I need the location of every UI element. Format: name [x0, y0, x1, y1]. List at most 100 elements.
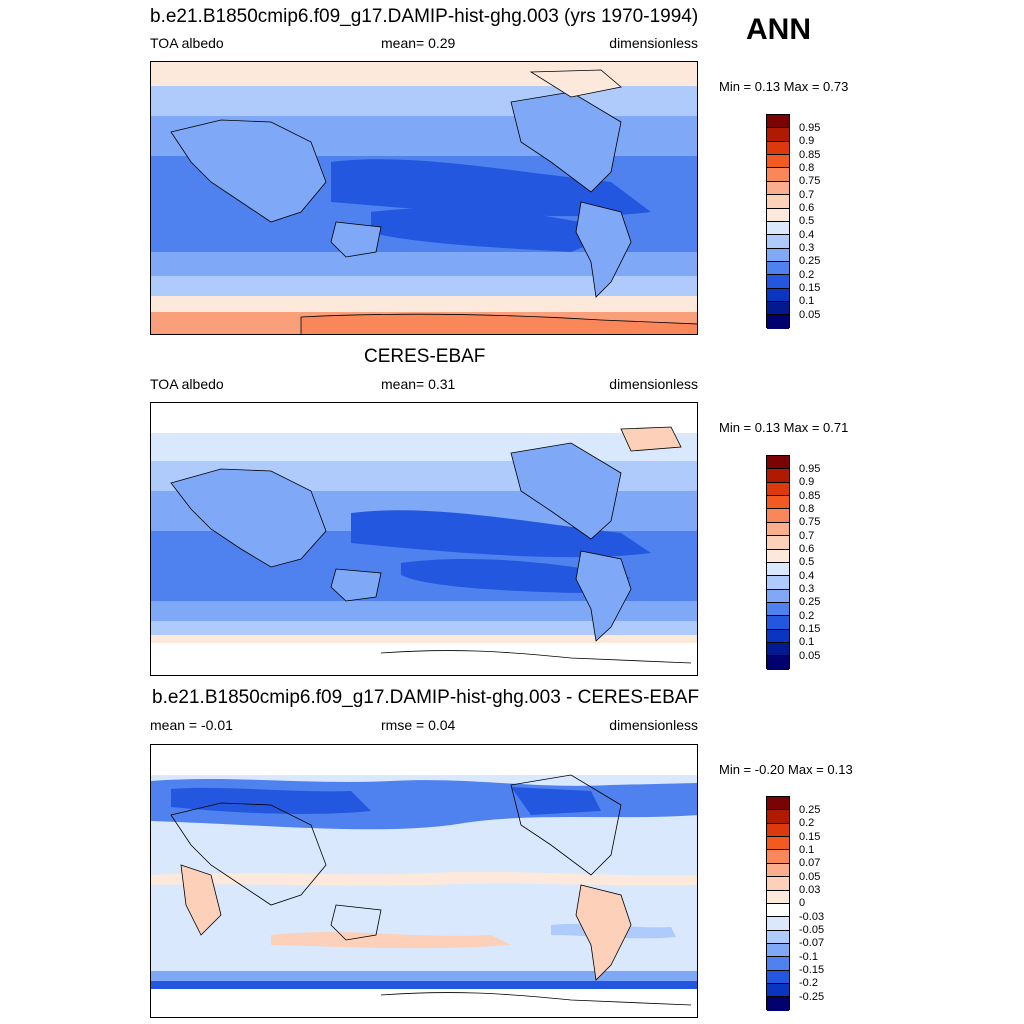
panel-1-title: b.e21.B1850cmip6.f09_g17.DAMIP-hist-ghg.…	[150, 6, 699, 27]
panel-2-colorbar-label: 0.2	[799, 610, 815, 622]
panel-1-colorbar-label: 0.2	[799, 269, 815, 281]
panel-1-colorbar-label: 0.4	[799, 229, 815, 241]
panel-3-swatch	[767, 957, 789, 971]
panel-1-colorbar-label: 0.3	[799, 242, 815, 254]
panel-3-swatch	[767, 863, 789, 878]
panel-2-variable: TOA albedo	[150, 376, 224, 392]
panel-3-colorbar-label: -0.1	[799, 951, 818, 963]
panel-2-swatch	[767, 509, 789, 523]
panel-2-swatch	[767, 482, 789, 497]
panel-2-swatch	[767, 602, 789, 617]
panel-3-title: b.e21.B1850cmip6.f09_g17.DAMIP-hist-ghg.…	[152, 687, 700, 708]
panel-2-units: dimensionless	[609, 376, 698, 392]
panel-3-swatch	[767, 943, 789, 958]
panel-1-swatch	[767, 128, 789, 142]
panel-2-colorbar-label: 0.9	[799, 476, 815, 488]
season-label: ANN	[746, 13, 811, 46]
panel-2-swatch	[767, 589, 789, 603]
panel-2-colorbar-label: 0.15	[799, 623, 821, 635]
panel-3-colorbar-label: -0.03	[799, 911, 825, 923]
panel-3-swatch	[767, 970, 789, 985]
panel-2-swatch	[767, 522, 789, 537]
panel-2-swatch	[767, 469, 789, 483]
panel-2-minmax: Min = 0.13 Max = 0.71	[719, 420, 849, 435]
panel-2-colorbar-label: 0.7	[799, 530, 815, 542]
panel-1-swatch	[767, 195, 789, 209]
panel-1-swatch	[767, 115, 789, 129]
panel-1-swatch	[767, 288, 789, 303]
panel-3-colorbar-label: 0.05	[799, 871, 821, 883]
panel-3-colorbar-label: -0.05	[799, 924, 825, 936]
panel-1-swatch	[767, 221, 789, 236]
panel-2-colorbar-label: 0.95	[799, 463, 821, 475]
panel-2-swatch	[767, 496, 789, 510]
panel-1-colorbar-label: 0.95	[799, 122, 821, 134]
panel-3-swatch	[767, 930, 789, 944]
panel-1-swatch	[767, 302, 789, 316]
panel-3-colorbar-label: -0.2	[799, 977, 818, 989]
panel-3-colorbar-label: 0	[799, 897, 806, 909]
panel-2-map	[150, 402, 698, 676]
panel-3-swatch	[767, 890, 789, 904]
panel-2-colorbar-label: 0.05	[799, 650, 821, 662]
panel-3-colorbar	[766, 796, 790, 1011]
panel-1-swatch	[767, 261, 789, 276]
panel-3-swatch	[767, 837, 789, 851]
panel-1-swatch	[767, 141, 789, 156]
panel-1-swatch	[767, 248, 789, 262]
panel-2-swatch	[767, 549, 789, 563]
panel-1-swatch	[767, 275, 789, 289]
panel-2-colorbar-label: 0.25	[799, 596, 821, 608]
panel-3-swatch	[767, 984, 789, 998]
panel-2-swatch	[767, 562, 789, 577]
panel-1-colorbar-label: 0.05	[799, 309, 821, 321]
panel-2-colorbar	[766, 455, 790, 670]
panel-1-colorbar-label: 0.5	[799, 215, 815, 227]
panel-1-colorbar-label: 0.6	[799, 202, 815, 214]
panel-1-colorbar-label: 0.8	[799, 162, 815, 174]
panel-2-mean: mean= 0.31	[381, 376, 456, 392]
panel-2-colorbar-label: 0.1	[799, 636, 815, 648]
panel-2-swatch	[767, 576, 789, 590]
panel-1-swatch	[767, 168, 789, 182]
panel-1-map	[150, 61, 698, 335]
panel-3-swatch	[767, 917, 789, 931]
panel-1-swatch	[767, 181, 789, 196]
panel-2-colorbar-label: 0.8	[799, 503, 815, 515]
panel-1-colorbar-label: 0.15	[799, 282, 821, 294]
panel-3-map	[150, 744, 698, 1018]
panel-3-colorbar-label: 0.03	[799, 884, 821, 896]
panel-1-swatch	[767, 155, 789, 169]
panel-1-colorbar-label: 0.1	[799, 295, 815, 307]
panel-1-variable: TOA albedo	[150, 35, 224, 51]
panel-1-swatch	[767, 315, 789, 329]
panel-1-colorbar-label: 0.85	[799, 149, 821, 161]
panel-1-colorbar-label: 0.7	[799, 189, 815, 201]
panel-1-colorbar-label: 0.75	[799, 175, 821, 187]
panel-3-swatch	[767, 903, 789, 918]
panel-2-swatch	[767, 456, 789, 470]
panel-3-mean: mean = -0.01	[150, 717, 233, 733]
panel-2-colorbar-label: 0.75	[799, 516, 821, 528]
panel-3-swatch	[767, 823, 789, 838]
panel-1-colorbar-label: 0.25	[799, 255, 821, 267]
panel-3-minmax: Min = -0.20 Max = 0.13	[719, 762, 853, 777]
panel-2-title: CERES-EBAF	[364, 346, 486, 367]
panel-3-swatch	[767, 850, 789, 864]
panel-2-colorbar-label: 0.6	[799, 543, 815, 555]
panel-1-mean: mean= 0.29	[381, 35, 456, 51]
panel-2-swatch	[767, 656, 789, 670]
panel-2-colorbar-label: 0.85	[799, 490, 821, 502]
panel-2-swatch	[767, 643, 789, 657]
panel-3-colorbar-label: -0.25	[799, 991, 825, 1003]
panel-3-colorbar-label: 0.15	[799, 831, 821, 843]
panel-3-colorbar-label: -0.07	[799, 937, 825, 949]
panel-3-colorbar-label: 0.25	[799, 804, 821, 816]
panel-3-colorbar-label: -0.15	[799, 964, 825, 976]
panel-1-colorbar	[766, 114, 790, 329]
panel-3-swatch	[767, 797, 789, 811]
panel-1-units: dimensionless	[609, 35, 698, 51]
panel-2-swatch	[767, 536, 789, 550]
panel-1-colorbar-label: 0.9	[799, 135, 815, 147]
panel-2-swatch	[767, 629, 789, 644]
